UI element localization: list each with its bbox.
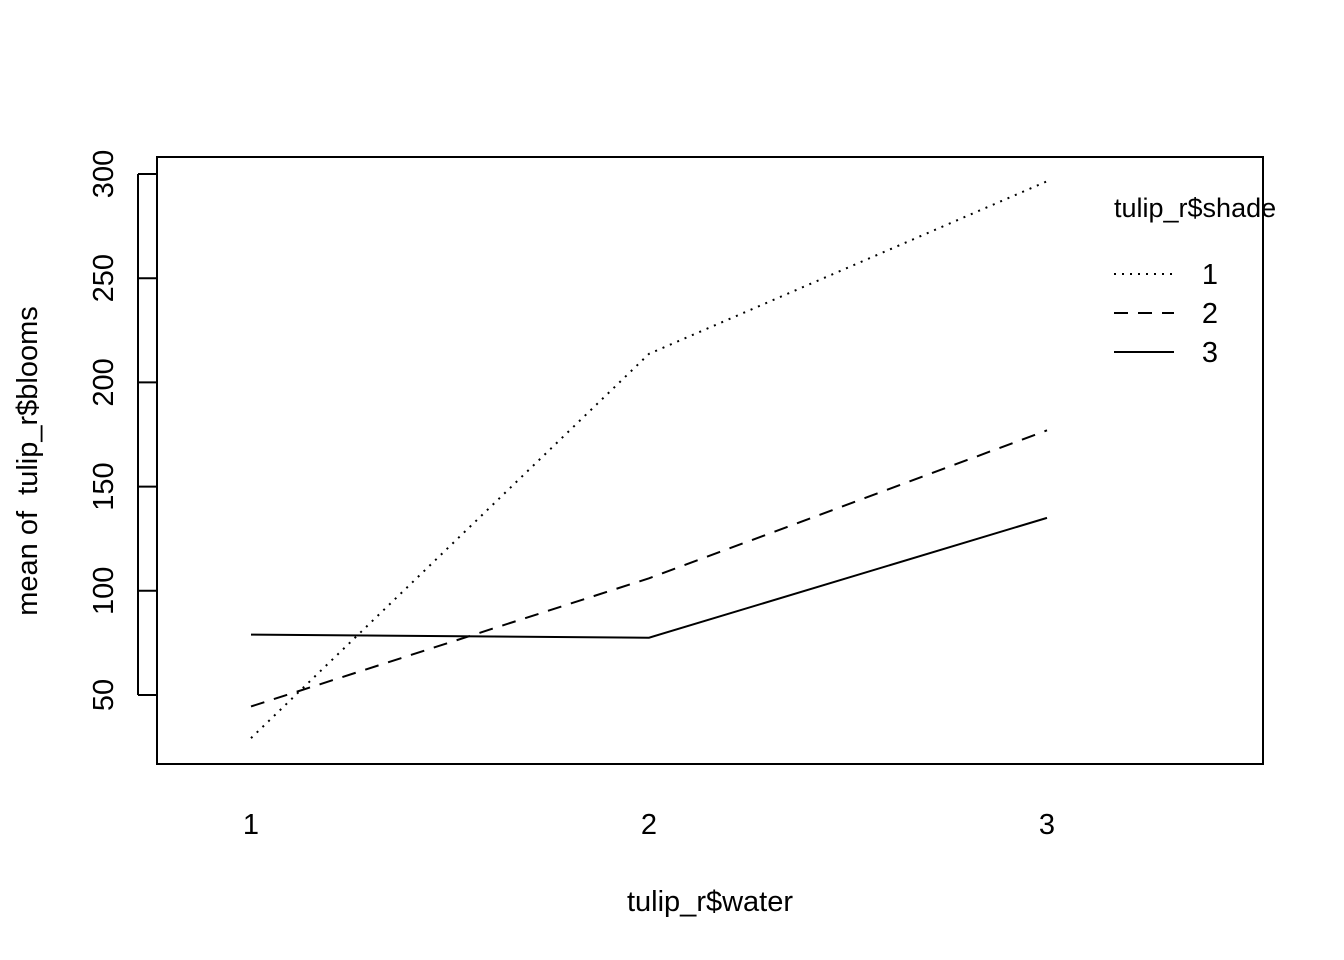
x-tick-label: 3: [1039, 809, 1055, 841]
legend-label-3: 3: [1202, 337, 1218, 369]
y-axis-title: mean of tulip_r$blooms: [12, 306, 44, 616]
legend-label-1: 1: [1202, 259, 1218, 291]
y-tick-label: 200: [88, 358, 120, 406]
legend: tulip_r$shade 1 2 3: [1114, 193, 1276, 369]
plot-box: [156, 156, 1264, 765]
y-tick-label: 250: [88, 254, 120, 302]
series-line-shade-3: [250, 516, 1048, 639]
y-axis: 50 100 150 200 250 300: [88, 150, 157, 711]
legend-label-2: 2: [1202, 298, 1218, 330]
x-axis-title: tulip_r$water: [627, 886, 793, 918]
series-line-shade-1: [250, 180, 1048, 739]
y-tick-label: 150: [88, 462, 120, 510]
legend-title: tulip_r$shade: [1114, 193, 1276, 223]
series-lines: [250, 180, 1048, 739]
x-axis: 1 2 3: [243, 809, 1055, 841]
y-tick-label: 300: [88, 150, 120, 198]
y-tick-label: 100: [88, 567, 120, 615]
x-tick-label: 2: [641, 809, 657, 841]
x-tick-label: 1: [243, 809, 259, 841]
y-tick-label: 50: [88, 679, 120, 711]
series-line-shade-2: [250, 429, 1048, 708]
